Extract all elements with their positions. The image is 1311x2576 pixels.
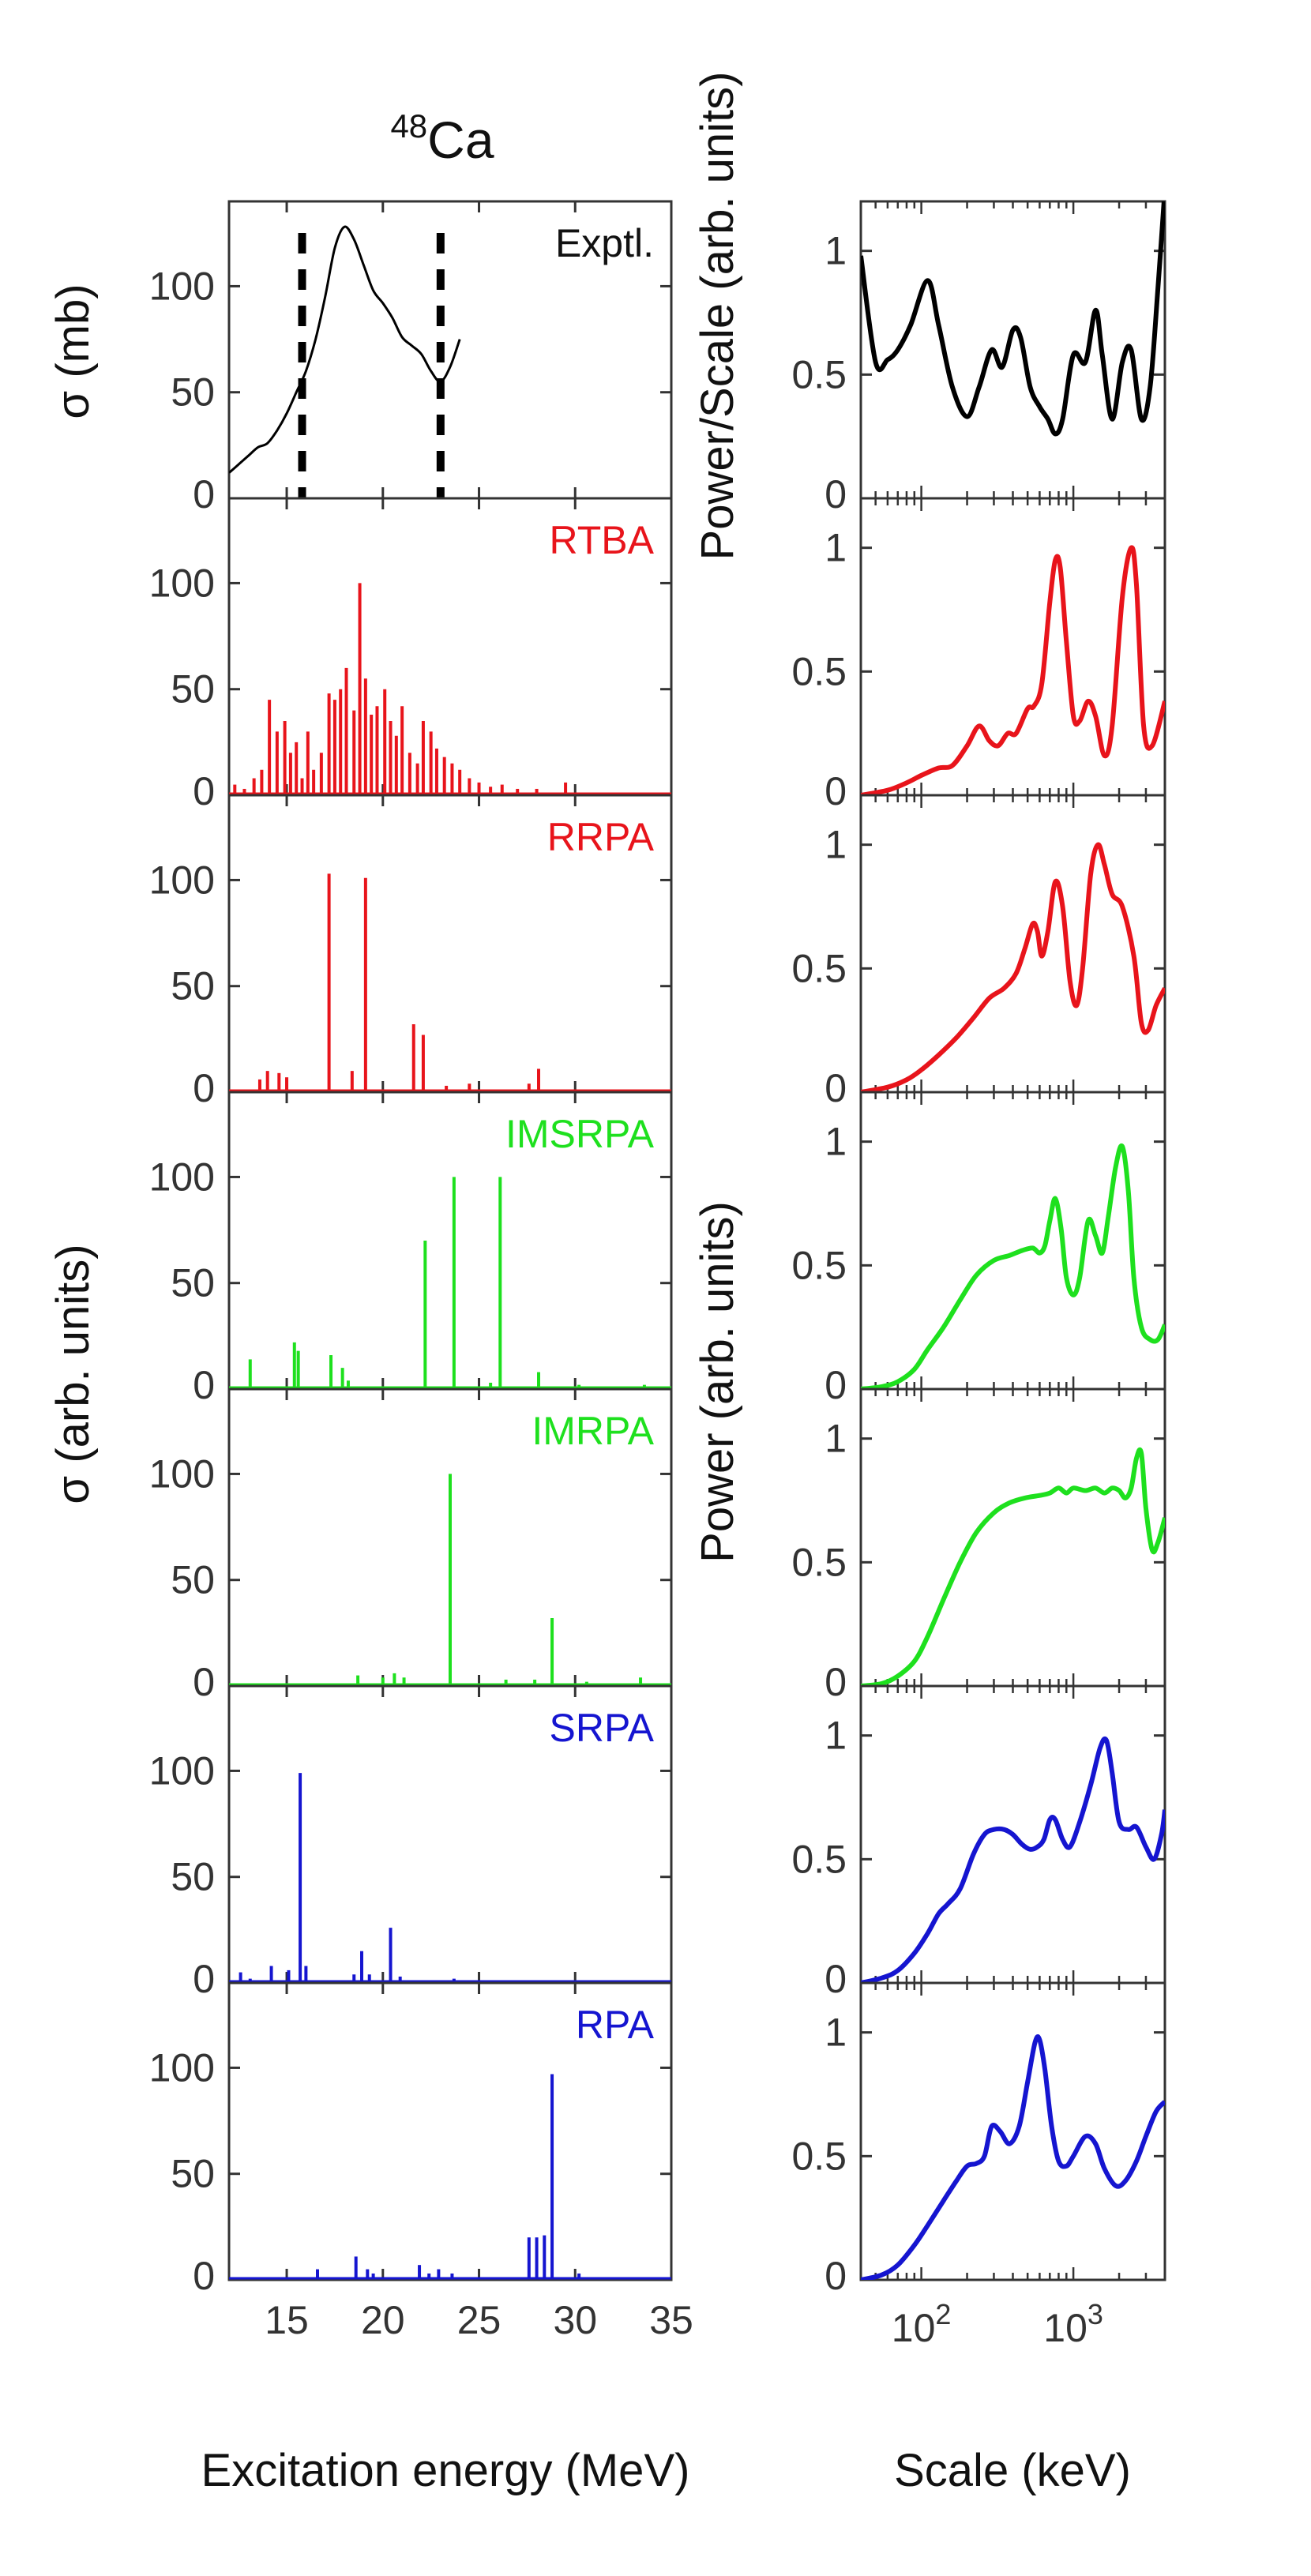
x-tick-label: 103	[1043, 2298, 1103, 2350]
panel-frame	[859, 1388, 1166, 1688]
left-panel-7: 0 50 100 RPA	[149, 1981, 673, 2298]
y-tick-label: 1	[825, 1714, 847, 1758]
y-tick-label: 0	[193, 1066, 215, 1110]
left-panel-2: 0 50 100 RTBA	[149, 497, 673, 813]
y-tick-label: 50	[171, 2152, 215, 2196]
panel-frame	[227, 1981, 673, 2281]
x-tick-label: 30	[553, 2298, 597, 2342]
right-panel-3: 00.51	[791, 794, 1166, 1110]
right-panel-4: 00.51	[791, 1091, 1166, 1407]
panel-label-imrpa: IMRPA	[532, 1409, 654, 1453]
panel-frame	[859, 200, 1166, 500]
y-tick-label: 0	[825, 1066, 847, 1110]
right-ylabel-top: Power/Scale (arb. units)	[692, 72, 743, 561]
series-line	[861, 1736, 1165, 1983]
right-ylabel-bottom: Power (arb. units)	[692, 1201, 743, 1563]
y-tick-label: 0	[825, 1363, 847, 1407]
y-tick-label: 1	[825, 823, 847, 867]
y-tick-label: 0	[825, 1660, 847, 1704]
y-tick-label: 50	[171, 1558, 215, 1602]
y-tick-label: 50	[171, 370, 215, 415]
left-panel-4: 0 50 100 IMSRPA	[149, 1091, 673, 1407]
left-panel-1: 0 50 100 Exptl.	[149, 200, 673, 516]
panel-frame	[859, 794, 1166, 1094]
left-panel-3: 0 50 100 RRPA	[149, 794, 673, 1110]
y-tick-label: 0	[193, 2254, 215, 2298]
y-tick-label: 0.5	[791, 1243, 847, 1287]
y-tick-label: 0	[193, 769, 215, 813]
x-tick-exponent: 3	[1087, 2298, 1103, 2330]
y-tick-label: 100	[149, 2045, 215, 2090]
figure-title-element: Ca	[427, 111, 494, 169]
series-line	[861, 1143, 1165, 1389]
y-tick-label: 0.5	[791, 2134, 847, 2178]
panel-label-rtba: RTBA	[550, 518, 655, 562]
right-panel-1: 00.51	[791, 200, 1166, 516]
y-tick-label: 0	[193, 1363, 215, 1407]
y-tick-label: 50	[171, 1855, 215, 1899]
y-tick-label: 1	[825, 229, 847, 273]
left-ylabel-bottom: σ (arb. units)	[47, 1244, 99, 1504]
y-tick-label: 0	[825, 472, 847, 516]
series-line	[861, 545, 1165, 795]
series-line	[861, 1447, 1165, 1686]
y-tick-label: 50	[171, 667, 215, 712]
x-tick-base: 10	[1043, 2306, 1087, 2350]
series-line	[861, 842, 1165, 1092]
x-tick-label: 35	[649, 2298, 693, 2342]
y-tick-label: 50	[171, 1261, 215, 1305]
left-panel-5: 0 50 100 IMRPA	[149, 1388, 673, 1704]
panel-label-srpa: SRPA	[550, 1706, 655, 1750]
right-panel-2: 00.51	[791, 497, 1166, 813]
y-tick-label: 1	[825, 526, 847, 570]
panel-frame	[859, 1091, 1166, 1391]
x-tick-label: 20	[361, 2298, 405, 2342]
panel-label-rpa: RPA	[576, 2003, 655, 2047]
y-tick-label: 100	[149, 1748, 215, 1793]
y-tick-label: 100	[149, 1155, 215, 1199]
y-tick-label: 0.5	[791, 649, 847, 693]
x-tick-base: 10	[892, 2306, 936, 2350]
y-tick-label: 100	[149, 1451, 215, 1496]
series-line	[229, 225, 461, 474]
figure-title-superscript: 48	[390, 107, 427, 145]
y-tick-label: 0	[193, 1660, 215, 1704]
x-tick-label: 15	[265, 2298, 309, 2342]
y-tick-label: 0.5	[791, 946, 847, 990]
x-tick-label: 102	[892, 2298, 952, 2350]
y-tick-label: 0	[825, 2254, 847, 2298]
y-tick-label: 100	[149, 858, 215, 902]
panel-label-imsrpa: IMSRPA	[505, 1112, 655, 1156]
y-tick-label: 50	[171, 964, 215, 1008]
y-tick-label: 1	[825, 1417, 847, 1461]
left-ylabel-top: σ (mb)	[47, 284, 99, 419]
right-panel-5: 00.51	[791, 1388, 1166, 1704]
series-line	[861, 2034, 1165, 2280]
y-tick-label: 0.5	[791, 352, 847, 396]
left-panel-6: 0 50 100 SRPA	[149, 1684, 673, 2001]
y-tick-label: 100	[149, 264, 215, 308]
y-tick-label: 0	[825, 1957, 847, 2001]
panel-frame	[859, 1981, 1166, 2281]
panel-label-rrpa: RRPA	[547, 815, 655, 859]
panels: 050100Exptl.050100RTBA050100RRPA050100IM…	[149, 200, 1166, 2350]
y-tick-label: 0.5	[791, 1540, 847, 1584]
x-tick-label: 25	[457, 2298, 501, 2342]
y-tick-label: 0	[825, 769, 847, 813]
panel-label-exptl: Exptl.	[555, 221, 654, 265]
right-panel-6: 00.51	[791, 1684, 1166, 2001]
right-panel-7: 00.51	[791, 1981, 1166, 2298]
y-tick-label: 0	[193, 472, 215, 516]
left-xlabel: Excitation energy (MeV)	[201, 2445, 690, 2496]
y-tick-label: 0	[193, 1957, 215, 2001]
y-tick-label: 100	[149, 561, 215, 605]
x-tick-exponent: 2	[935, 2298, 951, 2330]
y-tick-label: 1	[825, 1120, 847, 1164]
right-xlabel: Scale (keV)	[894, 2445, 1131, 2496]
y-tick-label: 0.5	[791, 1837, 847, 1881]
y-tick-label: 1	[825, 2011, 847, 2055]
figure-title: 48Ca	[390, 107, 494, 169]
series-line	[861, 201, 1165, 437]
